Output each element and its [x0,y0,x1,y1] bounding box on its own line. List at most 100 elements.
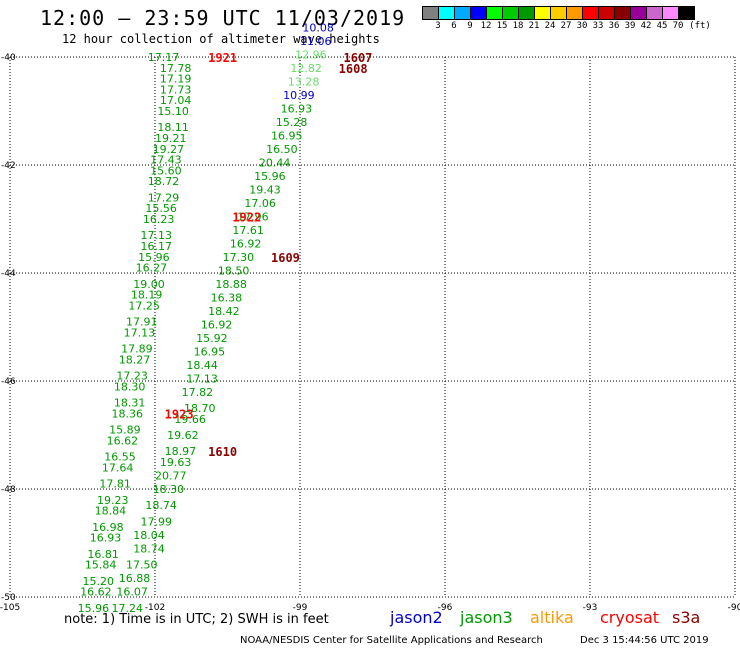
wave-height-reading: 11.06 [300,35,332,48]
legend-value-label: 15 [496,21,508,31]
wave-height-reading: 18.74 [133,542,165,555]
wave-height-reading: 17.29 [148,191,180,204]
track-time-label: 1610 [208,445,237,459]
track-time-label: 1607 [344,51,373,65]
longitude-tick-label: -90 [728,603,740,613]
legend-value-label: 24 [544,21,556,31]
wave-height-reading: 10.08 [302,21,334,34]
legend-value-label: 42 [640,21,652,31]
wave-height-reading: 17.61 [232,224,263,237]
wave-height-reading: 13.28 [288,75,320,88]
legend-value-label: (ft) [689,21,711,31]
latitude-tick-label: -44 [1,269,16,279]
wave-height-reading: 19.00 [133,278,165,291]
wave-height-reading: 18.74 [145,499,177,512]
wave-height-reading: 16.92 [230,237,262,250]
latitude-tick-label: -40 [1,53,16,63]
wave-height-reading: 17.06 [244,197,276,210]
wave-height-reading: 16.62 [80,586,112,599]
wave-height-reading: 19.66 [174,413,206,426]
wave-height-reading: 15.92 [196,332,228,345]
latitude-tick-label: -50 [1,593,16,603]
wave-height-reading: 17.43 [150,154,182,167]
wave-height-reading: 17.78 [160,62,192,75]
wave-height-reading: 17.13 [186,372,218,385]
wave-height-reading: 17.82 [182,386,214,399]
wave-height-reading: 18.31 [114,397,145,410]
legend-value-label: 39 [624,21,636,31]
wave-height-reading: 17.50 [126,559,158,572]
wave-height-reading: 16.95 [194,345,226,358]
wave-height-reading: 15.28 [276,116,308,129]
wave-height-reading: 19.23 [97,494,129,507]
wave-height-reading: 15.84 [85,559,117,572]
wave-height-reading: 17.73 [160,83,192,96]
page-title: 12:00 — 23:59 UTC 11/03/2019 [40,6,406,30]
wave-height-reading: 15.56 [145,202,177,215]
wave-height-reading: 18.97 [165,445,197,458]
satellite-legend-altika: altika [530,608,574,627]
wave-height-reading: 18.27 [119,353,151,366]
wave-height-reading: 17.24 [112,602,144,615]
wave-height-reading: 18.30 [114,380,145,393]
satellite-legend-jason3: jason3 [460,608,513,627]
wave-height-reading: 16.88 [119,572,151,585]
track-time-label: 1923 [165,407,194,421]
footer-note: note: 1) Time is in UTC; 2) SWH is in fe… [64,612,329,627]
legend-value-label: 3 [435,21,441,31]
wave-height-reading: 18.84 [95,505,127,518]
legend-value-label: 21 [528,21,540,31]
wave-height-reading: 16.92 [201,318,233,331]
legend-value-label: 18 [512,21,524,31]
wave-height-reading: 15.60 [150,164,182,177]
wave-height-reading: 16.17 [141,240,173,253]
legend-swatch [678,6,695,20]
wave-height-reading: 17.17 [148,51,180,64]
wave-height-reading: 17.91 [126,316,158,329]
wave-height-reading: 16.98 [92,521,124,534]
latitude-tick-label: -48 [1,485,16,495]
satellite-legend-cryosat: cryosat [600,608,660,627]
map-grid [9,56,736,598]
wave-height-reading: 15.96 [254,170,285,183]
wave-height-reading: 16.50 [266,143,298,156]
wave-height-reading: 18.30 [153,483,185,496]
wave-height-reading: 15.10 [157,105,189,118]
legend-value-label: 70 [672,21,684,31]
wave-height-reading: 18.11 [157,121,189,134]
legend-value-label: 36 [608,21,620,31]
latitude-tick-label: -46 [1,377,16,387]
wave-height-reading: 16.38 [211,291,243,304]
wave-height-reading: 15.96 [78,602,110,615]
satellite-legend-s3a: s3a [672,608,701,627]
longitude-tick-label: -93 [583,603,598,613]
wave-height-reading: 17.96 [237,210,269,223]
wave-height-reading: 16.81 [87,548,119,561]
wave-height-reading: 20.77 [155,470,187,483]
wave-height-reading: 12.82 [290,62,322,75]
wave-height-reading: 16.07 [116,586,148,599]
axis-tick-labels: -105 -102 -99 -96 -93 -90 -40 -42 -44 -46 -48 -50 [0,53,740,613]
wave-height-reading: 16.95 [271,129,303,142]
wave-height-reading: 17.23 [116,370,148,383]
legend-value-label: 9 [467,21,473,31]
wave-height-reading: 19.63 [160,456,192,469]
legend-value-label: 27 [560,21,572,31]
legend-value-label: 12 [480,21,492,31]
track-time-label: 1921 [208,51,237,65]
wave-height-reading: 20.44 [259,156,291,169]
wave-height-reading: 18.36 [112,407,144,420]
wave-height-reading: 18.04 [133,529,165,542]
track-time-label: 1922 [232,210,261,224]
wave-height-reading: 18.70 [184,402,216,415]
wave-height-reading: 17.30 [223,251,255,264]
wave-height-reading: 16.55 [104,451,136,464]
wave-height-reading: 16.93 [281,102,313,115]
wave-height-reading: 15.89 [109,424,141,437]
wave-height-reading: 17.13 [141,229,173,242]
satellite-legend-jason2: jason2 [390,608,443,627]
wave-height-reading: 18.72 [148,175,180,188]
